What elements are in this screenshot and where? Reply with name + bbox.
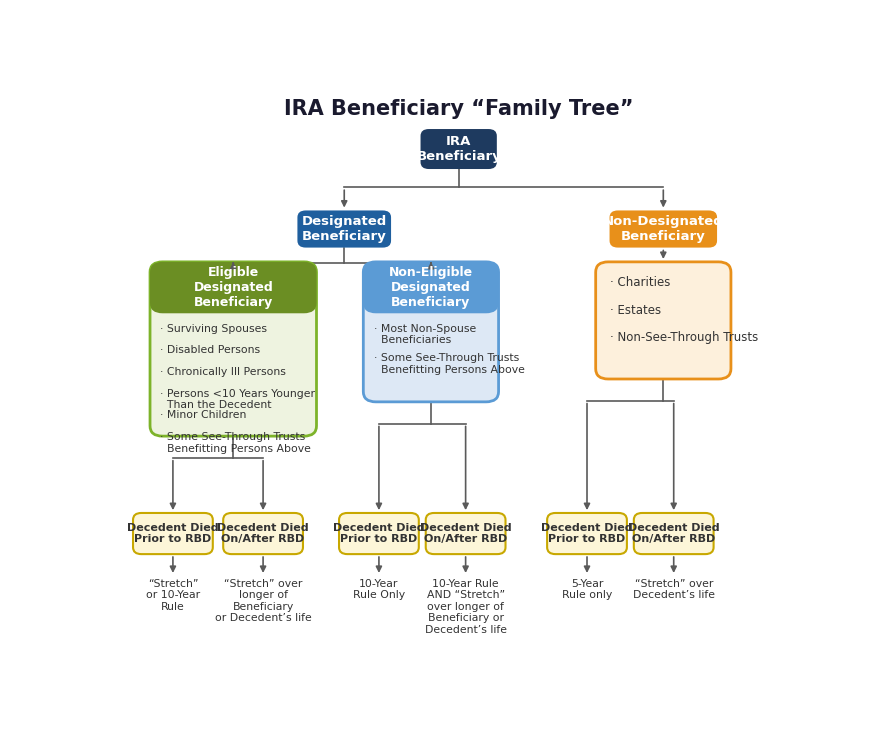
FancyBboxPatch shape — [609, 211, 716, 248]
Text: Decedent Died
Prior to RBD: Decedent Died Prior to RBD — [333, 523, 425, 545]
Text: 5-Year
Rule only: 5-Year Rule only — [561, 579, 611, 600]
Text: Decedent Died
On/After RBD: Decedent Died On/After RBD — [217, 523, 308, 545]
FancyBboxPatch shape — [223, 513, 303, 554]
Text: “Stretch” over
longer of
Beneficiary
or Decedent’s life: “Stretch” over longer of Beneficiary or … — [215, 579, 311, 623]
Text: · Some See-Through Trusts
  Benefitting Persons Above: · Some See-Through Trusts Benefitting Pe… — [374, 353, 524, 375]
Text: Non-Eligible
Designated
Beneficiary: Non-Eligible Designated Beneficiary — [389, 266, 472, 309]
Text: Eligible
Designated
Beneficiary: Eligible Designated Beneficiary — [193, 266, 273, 309]
Text: IRA Beneficiary “Family Tree”: IRA Beneficiary “Family Tree” — [283, 99, 633, 119]
FancyBboxPatch shape — [595, 262, 730, 379]
Text: · Some See-Through Trusts
  Benefitting Persons Above: · Some See-Through Trusts Benefitting Pe… — [160, 432, 311, 453]
Text: · Chronically Ill Persons: · Chronically Ill Persons — [160, 367, 286, 377]
Text: · Charities: · Charities — [609, 276, 670, 289]
FancyBboxPatch shape — [297, 211, 391, 248]
FancyBboxPatch shape — [426, 513, 505, 554]
Text: · Estates: · Estates — [609, 303, 660, 317]
Text: Decedent Died
On/After RBD: Decedent Died On/After RBD — [419, 523, 510, 545]
Text: Non-Designated
Beneficiary: Non-Designated Beneficiary — [603, 215, 723, 243]
FancyBboxPatch shape — [150, 262, 316, 436]
FancyBboxPatch shape — [546, 513, 626, 554]
Text: Designated
Beneficiary: Designated Beneficiary — [301, 215, 386, 243]
Text: IRA
Beneficiary: IRA Beneficiary — [416, 135, 501, 163]
FancyBboxPatch shape — [363, 262, 498, 402]
FancyBboxPatch shape — [363, 262, 498, 313]
Text: “Stretch”
or 10-Year
Rule: “Stretch” or 10-Year Rule — [146, 579, 199, 612]
Text: 10-Year
Rule Only: 10-Year Rule Only — [352, 579, 404, 600]
Text: · Disabled Persons: · Disabled Persons — [160, 345, 260, 355]
FancyBboxPatch shape — [133, 513, 213, 554]
Text: 10-Year Rule
AND “Stretch”
over longer of
Beneficiary or
Decedent’s life: 10-Year Rule AND “Stretch” over longer o… — [424, 579, 506, 635]
Text: · Persons <10 Years Younger
  Than the Decedent: · Persons <10 Years Younger Than the Dec… — [160, 389, 315, 410]
Text: Decedent Died
Prior to RBD: Decedent Died Prior to RBD — [541, 523, 632, 545]
Text: · Non-See-Through Trusts: · Non-See-Through Trusts — [609, 331, 757, 344]
Text: · Minor Children: · Minor Children — [160, 410, 247, 421]
Text: “Stretch” over
Decedent’s life: “Stretch” over Decedent’s life — [632, 579, 714, 600]
Text: Decedent Died
On/After RBD: Decedent Died On/After RBD — [628, 523, 719, 545]
FancyBboxPatch shape — [633, 513, 713, 554]
FancyBboxPatch shape — [150, 262, 316, 313]
FancyBboxPatch shape — [420, 129, 496, 169]
Text: · Most Non-Spouse
  Beneficiaries: · Most Non-Spouse Beneficiaries — [374, 324, 476, 345]
FancyBboxPatch shape — [339, 513, 418, 554]
Text: Decedent Died
Prior to RBD: Decedent Died Prior to RBD — [127, 523, 218, 545]
Text: · Surviving Spouses: · Surviving Spouses — [160, 324, 267, 334]
